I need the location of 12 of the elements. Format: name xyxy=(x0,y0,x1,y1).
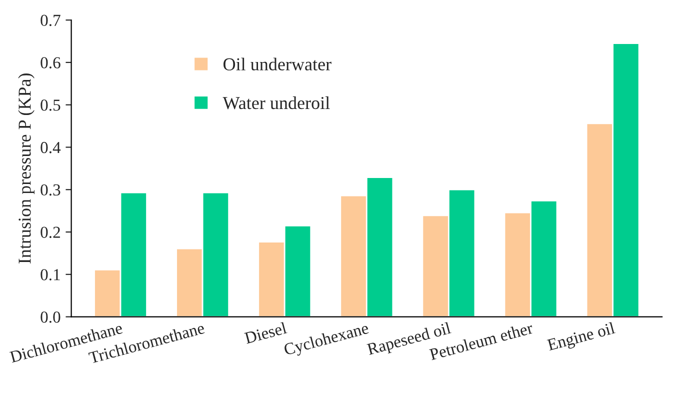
y-tick-label: 0.4 xyxy=(40,142,61,154)
y-axis-title: Intrusion pressure P (KPa) xyxy=(18,74,34,264)
y-tick-label: 0.1 xyxy=(40,269,60,280)
y-tick-label: 0.2 xyxy=(40,226,60,238)
y-tick-label: 0.5 xyxy=(40,100,60,111)
y-tick-label: 0.0 xyxy=(40,311,60,323)
y-tick-label: 0.3 xyxy=(40,184,60,196)
legend-label: Oil underwater xyxy=(224,58,332,70)
y-tick-label: 0.6 xyxy=(40,57,60,68)
y-tick-label: 0.7 xyxy=(40,14,60,26)
legend-label: Water underoil xyxy=(222,96,330,110)
x-tick-label: Engine oil xyxy=(546,322,616,354)
